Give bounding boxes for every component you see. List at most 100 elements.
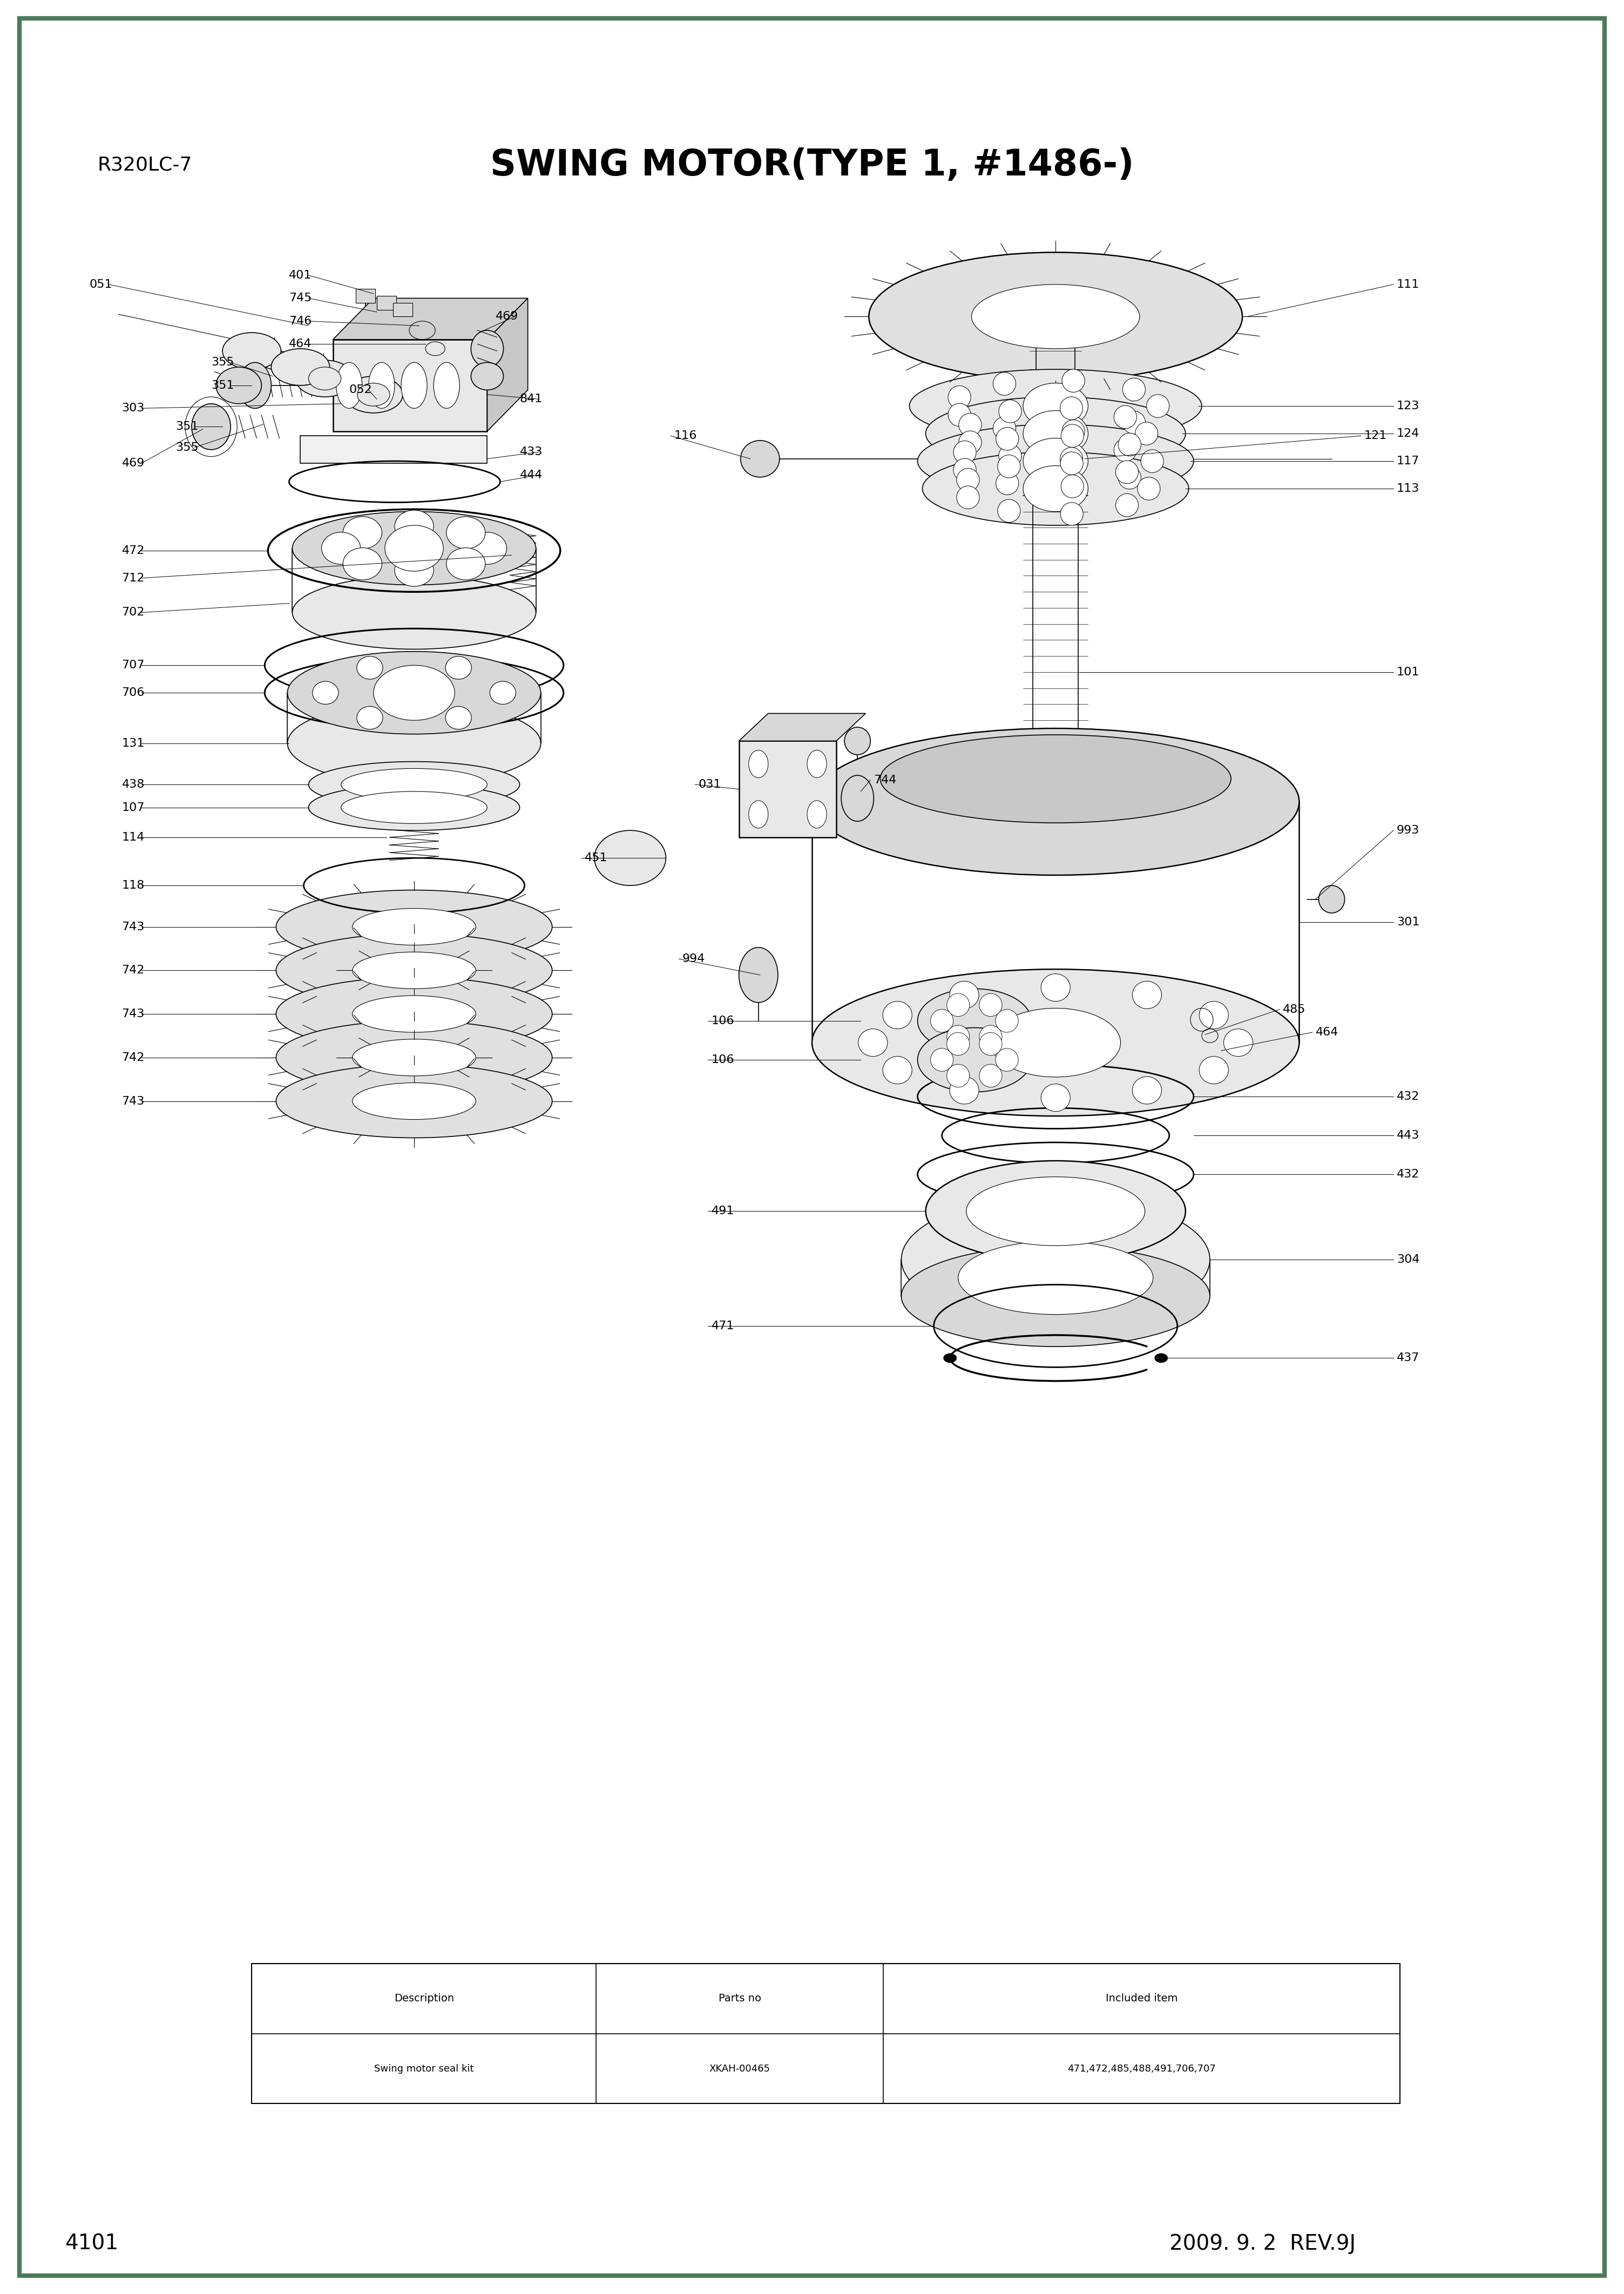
- Text: Included item: Included item: [1106, 1993, 1177, 2003]
- Ellipse shape: [812, 729, 1299, 876]
- Ellipse shape: [1060, 447, 1083, 470]
- Ellipse shape: [953, 440, 976, 463]
- Ellipse shape: [859, 1028, 887, 1058]
- Ellipse shape: [445, 656, 471, 679]
- Ellipse shape: [1060, 452, 1083, 475]
- Polygon shape: [739, 713, 866, 741]
- Ellipse shape: [922, 452, 1189, 525]
- Text: 443: 443: [1397, 1131, 1419, 1140]
- Text: 106: 106: [711, 1016, 734, 1025]
- Ellipse shape: [271, 349, 330, 385]
- Text: 303: 303: [122, 404, 145, 413]
- Text: 707: 707: [122, 661, 145, 670]
- Text: 432: 432: [1397, 1092, 1419, 1101]
- Ellipse shape: [1023, 383, 1088, 429]
- Text: R320LC-7: R320LC-7: [97, 156, 192, 174]
- Ellipse shape: [1060, 397, 1083, 420]
- Ellipse shape: [844, 727, 870, 755]
- Ellipse shape: [1060, 424, 1083, 447]
- Ellipse shape: [999, 445, 1021, 468]
- Ellipse shape: [336, 362, 362, 408]
- Text: 702: 702: [122, 608, 145, 617]
- Ellipse shape: [991, 1009, 1121, 1078]
- Ellipse shape: [880, 734, 1231, 824]
- Ellipse shape: [1155, 1353, 1168, 1363]
- Polygon shape: [487, 298, 528, 431]
- Text: 116: 116: [674, 431, 697, 440]
- Text: 451: 451: [585, 853, 607, 863]
- Ellipse shape: [1140, 450, 1163, 473]
- Text: 433: 433: [520, 447, 542, 457]
- Text: 107: 107: [122, 803, 145, 812]
- Ellipse shape: [1023, 438, 1088, 484]
- Ellipse shape: [352, 908, 476, 945]
- Ellipse shape: [901, 1195, 1210, 1324]
- Text: 841: 841: [520, 395, 542, 404]
- Ellipse shape: [447, 516, 486, 548]
- Ellipse shape: [395, 555, 434, 587]
- Text: 432: 432: [1397, 1170, 1419, 1179]
- Ellipse shape: [926, 1161, 1186, 1262]
- Text: 031: 031: [698, 780, 721, 789]
- Ellipse shape: [996, 1048, 1018, 1071]
- Ellipse shape: [807, 750, 827, 778]
- Ellipse shape: [490, 681, 516, 704]
- Ellipse shape: [1199, 1000, 1228, 1028]
- Ellipse shape: [948, 404, 971, 427]
- Text: 743: 743: [122, 1097, 145, 1106]
- Ellipse shape: [996, 427, 1018, 450]
- Text: 464: 464: [1315, 1028, 1338, 1037]
- Text: 437: 437: [1397, 1353, 1419, 1363]
- Ellipse shape: [1116, 493, 1138, 516]
- Ellipse shape: [447, 548, 486, 580]
- Ellipse shape: [958, 413, 981, 436]
- Ellipse shape: [343, 548, 382, 580]
- Text: 469: 469: [122, 459, 145, 468]
- Text: 744: 744: [874, 775, 896, 785]
- Ellipse shape: [979, 993, 1002, 1016]
- Ellipse shape: [322, 532, 361, 564]
- Text: 123: 123: [1397, 401, 1419, 411]
- Ellipse shape: [341, 791, 487, 824]
- Text: 742: 742: [122, 966, 145, 975]
- Ellipse shape: [1135, 422, 1158, 445]
- Ellipse shape: [352, 996, 476, 1032]
- Ellipse shape: [979, 1025, 1002, 1048]
- Ellipse shape: [312, 681, 338, 704]
- Bar: [252, 1964, 1400, 2104]
- Text: XKAH-00465: XKAH-00465: [710, 2065, 770, 2074]
- Ellipse shape: [996, 473, 1018, 496]
- Text: 351: 351: [175, 422, 198, 431]
- Text: 051: 051: [89, 280, 112, 289]
- Text: 121: 121: [1364, 431, 1387, 440]
- Bar: [393, 303, 412, 317]
- Ellipse shape: [999, 399, 1021, 422]
- Text: 994: 994: [682, 954, 705, 963]
- Ellipse shape: [309, 762, 520, 807]
- Ellipse shape: [471, 362, 503, 390]
- Text: 464: 464: [289, 340, 312, 349]
- Ellipse shape: [1137, 477, 1160, 500]
- Ellipse shape: [192, 404, 231, 450]
- Ellipse shape: [276, 977, 552, 1051]
- Text: 101: 101: [1397, 668, 1419, 677]
- Ellipse shape: [1114, 438, 1137, 461]
- Text: 471,472,485,488,491,706,707: 471,472,485,488,491,706,707: [1067, 2065, 1216, 2074]
- Ellipse shape: [979, 1032, 1002, 1055]
- Text: 712: 712: [122, 574, 145, 583]
- Ellipse shape: [1023, 466, 1088, 512]
- Ellipse shape: [292, 512, 536, 585]
- Text: 111: 111: [1397, 280, 1419, 289]
- Ellipse shape: [958, 431, 981, 454]
- Ellipse shape: [1041, 1085, 1070, 1113]
- Ellipse shape: [931, 1048, 953, 1071]
- Ellipse shape: [926, 397, 1186, 470]
- Ellipse shape: [1062, 420, 1085, 443]
- Bar: [377, 296, 396, 310]
- Text: 114: 114: [122, 833, 145, 842]
- Text: 472: 472: [122, 546, 145, 555]
- Ellipse shape: [994, 418, 1017, 440]
- Ellipse shape: [869, 252, 1242, 381]
- Ellipse shape: [807, 801, 827, 828]
- Ellipse shape: [1119, 466, 1142, 489]
